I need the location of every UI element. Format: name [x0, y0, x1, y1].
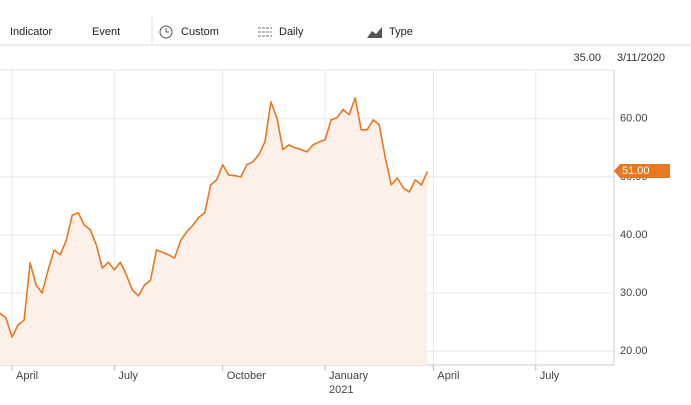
daily-button[interactable]: Daily: [279, 26, 304, 38]
year-label: 2021: [329, 384, 353, 396]
type-button[interactable]: Type: [389, 26, 413, 38]
x-tick-label: July: [540, 370, 560, 382]
y-tick-label: 30.00: [620, 287, 648, 299]
y-tick-label: 60.00: [620, 113, 648, 125]
clock-hand: [165, 28, 169, 33]
type-icon: [367, 27, 382, 38]
indicator-button[interactable]: Indicator: [10, 26, 53, 38]
x-tick-label: October: [227, 370, 266, 382]
toolbar: [0, 0, 691, 45]
x-tick-label: April: [16, 370, 38, 382]
custom-button[interactable]: Custom: [181, 26, 219, 38]
x-tick-label: April: [437, 370, 459, 382]
header-price: 35.00: [573, 52, 601, 64]
last-price-label: 51.00: [622, 165, 650, 177]
area-fill: [0, 97, 428, 366]
header-date: 3/11/2020: [617, 52, 665, 64]
price-line: [0, 97, 429, 338]
y-tick-label: 40.00: [620, 229, 648, 241]
x-tick-label: January: [329, 370, 369, 382]
daily-icon: [258, 27, 272, 37]
last-price-marker: [614, 164, 670, 179]
clock-icon: [159, 25, 173, 39]
y-tick-label: 20.00: [620, 345, 648, 357]
x-tick-label: July: [118, 370, 138, 382]
event-button[interactable]: Event: [92, 26, 120, 38]
